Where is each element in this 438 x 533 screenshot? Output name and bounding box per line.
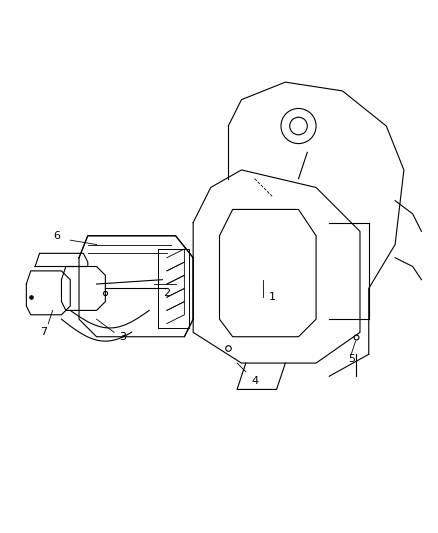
Text: 5: 5 bbox=[347, 354, 354, 364]
Text: 3: 3 bbox=[119, 332, 126, 342]
Text: 1: 1 bbox=[268, 292, 275, 302]
Text: 6: 6 bbox=[53, 231, 60, 241]
Text: 2: 2 bbox=[163, 288, 170, 298]
Text: 4: 4 bbox=[251, 376, 258, 386]
Text: 7: 7 bbox=[40, 327, 47, 337]
